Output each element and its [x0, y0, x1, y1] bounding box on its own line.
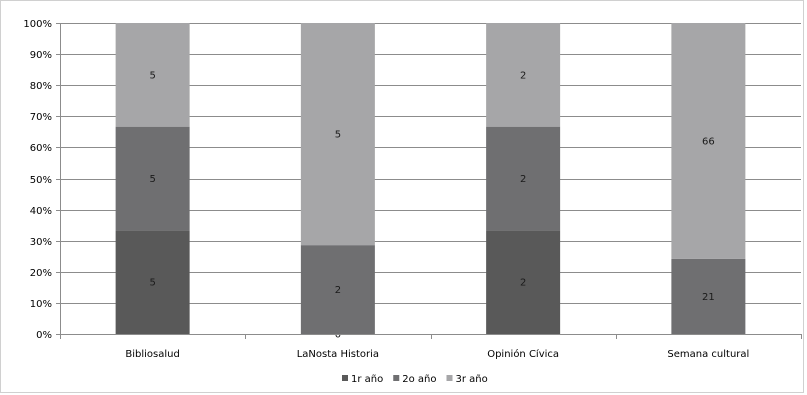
x-axis: Bibliosalud LaNosta Historia Opinión Cívic…: [60, 334, 802, 360]
legend-label: 1r año: [351, 374, 383, 385]
bar-segment: [115, 230, 190, 334]
bar-segment: [300, 245, 375, 334]
legend-swatch: [446, 375, 453, 381]
bar-segment: [671, 23, 746, 259]
y-tick-label: 10%: [30, 299, 52, 310]
data-label: 2: [520, 174, 526, 185]
data-label: 5: [149, 174, 155, 185]
data-label: 2: [520, 278, 526, 289]
y-tick-label: 40%: [30, 206, 52, 217]
legend-swatch: [393, 375, 400, 381]
y-tick-label: 0%: [36, 330, 52, 341]
y-tick-label: 20%: [30, 268, 52, 279]
y-tick-label: 60%: [30, 143, 52, 154]
x-category-label: LaNosta Historia: [297, 349, 379, 360]
bar-segment: [671, 258, 746, 334]
legend-label: 2o año: [402, 374, 436, 385]
data-label: 5: [149, 278, 155, 289]
data-label: 5: [149, 70, 155, 81]
legend: 1r año 2o año 3r año: [342, 374, 488, 385]
data-label: 2: [335, 285, 341, 296]
x-category-label: Opinión Cívica: [487, 348, 559, 360]
bar-segment: [486, 23, 561, 127]
x-category-label: Semana cultural: [667, 349, 749, 360]
bar-segment: [115, 23, 190, 127]
bars: 5550252222166: [115, 23, 746, 341]
legend-swatch: [342, 375, 348, 381]
y-tick-label: 30%: [30, 237, 52, 248]
bar-segment: [115, 126, 190, 231]
y-tick-label: 80%: [30, 81, 52, 92]
y-tick-label: 50%: [30, 175, 52, 186]
data-label: 2: [520, 70, 526, 81]
y-tick-label: 90%: [30, 50, 52, 61]
y-tick-label: 70%: [30, 112, 52, 123]
data-label: 66: [702, 136, 715, 147]
y-axis: 0% 10% 20% 30% 40% 50% 60% 70% 80% 90% 100%: [23, 19, 61, 341]
data-label: 5: [335, 130, 341, 141]
legend-label: 3r año: [456, 374, 488, 385]
bar-segment: [300, 23, 375, 246]
bar-segment: [486, 230, 561, 334]
x-category-label: Bibliosalud: [125, 349, 179, 360]
bar-segment: [486, 126, 561, 231]
y-tick-label: 100%: [23, 19, 52, 30]
data-label: 21: [702, 292, 715, 303]
